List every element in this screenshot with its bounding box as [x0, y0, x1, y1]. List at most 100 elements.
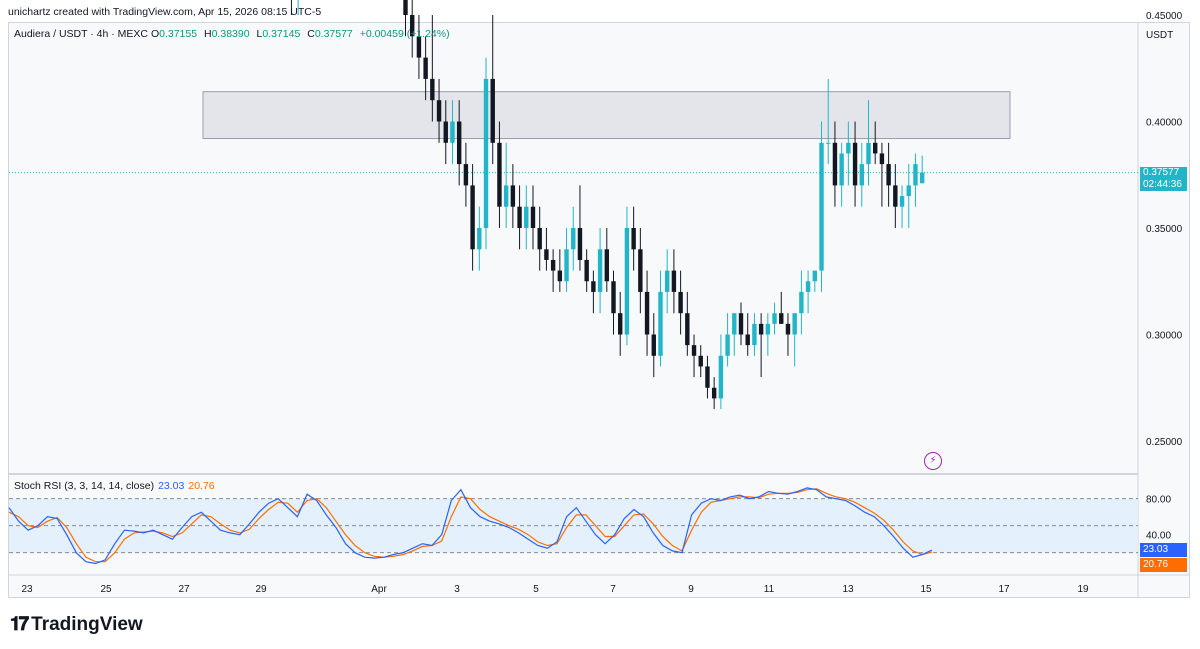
- candle-body: [416, 36, 422, 58]
- candle-body: [483, 78, 489, 229]
- price-axis[interactable]: 0.600000.550000.500000.450000.400000.350…: [1146, 0, 1183, 448]
- candlestick-series: [290, 0, 925, 410]
- time-tick-label: 27: [178, 584, 190, 595]
- candle-body: [866, 142, 871, 165]
- last-price-value: 0.37577: [1143, 166, 1180, 178]
- resistance-zone: [202, 91, 1011, 140]
- candle-body: [597, 249, 603, 292]
- candle-body: [477, 228, 482, 250]
- close-label: C: [307, 28, 315, 40]
- candle-body: [785, 323, 791, 335]
- price-tick-label: 0.30000: [1146, 331, 1183, 342]
- candle-body: [698, 355, 703, 367]
- candle-body: [651, 334, 656, 356]
- candle-body: [745, 334, 750, 346]
- candle-body: [752, 323, 757, 346]
- candle-body: [403, 0, 408, 15]
- stoch-k-value: 23.03: [158, 480, 185, 492]
- candle-body: [805, 281, 811, 292]
- time-tick-label: 15: [920, 584, 932, 595]
- header-credit: unichartz created with TradingView.com, …: [8, 6, 322, 18]
- stoch-legend[interactable]: Stoch RSI (3, 3, 14, 14, close) 23.03 20.7…: [14, 480, 215, 492]
- stoch-level-label: 40.00: [1146, 531, 1171, 542]
- candle-body: [846, 142, 851, 154]
- candle-body: [779, 313, 784, 324]
- stoch-k-line: [8, 487, 933, 565]
- stoch-levels: 80.00 40.00: [9, 495, 1171, 554]
- flash-icon[interactable]: ⚡: [924, 452, 942, 470]
- candle-body: [443, 121, 448, 143]
- tradingview-logo[interactable]: 𝟏𝟕 TradingView: [10, 614, 143, 636]
- candle-body: [423, 57, 428, 79]
- candle-body: [819, 142, 824, 271]
- last-price-tag: 0.37577 02:44:36: [1140, 166, 1187, 191]
- time-tick-label: 19: [1077, 584, 1089, 595]
- stoch-k-tag: 23.03: [1140, 542, 1187, 557]
- candle-body: [490, 78, 495, 143]
- candle-body: [664, 270, 670, 292]
- candle-body: [852, 142, 858, 186]
- stoch-d-tag: 20.76: [1140, 557, 1187, 572]
- low-value: 0.37145: [262, 28, 301, 40]
- candle-body: [591, 281, 596, 292]
- candle-body: [631, 228, 636, 250]
- candle-body: [691, 345, 697, 356]
- candle-body: [839, 153, 844, 186]
- candle-body: [618, 313, 623, 335]
- candle-body: [624, 228, 630, 335]
- symbol-name[interactable]: Audiera / USDT · 4h · MEXC: [14, 28, 149, 40]
- candle-body: [470, 185, 475, 250]
- candle-body: [410, 15, 415, 37]
- candle-body: [859, 164, 864, 186]
- candle-body: [517, 206, 522, 228]
- candle-body: [584, 259, 589, 282]
- candle-body: [826, 142, 831, 144]
- currency-label: USDT: [1146, 30, 1174, 41]
- stoch-d-value: 20.76: [188, 480, 215, 492]
- candle-body: [711, 387, 717, 399]
- time-tick-label: 5: [533, 584, 539, 595]
- countdown-value: 02:44:36: [1143, 178, 1182, 190]
- candle-body: [671, 270, 677, 292]
- candle-body: [879, 153, 885, 165]
- open-label: O: [150, 28, 160, 40]
- tradingview-logo-icon: 𝟏𝟕: [10, 614, 29, 635]
- tradingview-brand: TradingView: [31, 614, 143, 635]
- candle-body: [644, 291, 650, 335]
- candle-body: [436, 100, 442, 122]
- time-tick-label: 23: [21, 584, 33, 595]
- candle-body: [544, 249, 549, 260]
- time-axis[interactable]: 23 25 27 29 Apr 3 5 7 9 11 13 15 17 19: [21, 584, 1089, 595]
- candle-body: [456, 121, 462, 165]
- high-value: 0.38390: [211, 28, 250, 40]
- price-tick-label: 0.45000: [1146, 11, 1183, 22]
- symbol-legend[interactable]: Audiera / USDT · 4h · MEXC O0.37155 H0.3…: [14, 28, 454, 40]
- candle-body: [638, 249, 643, 292]
- stoch-lines: [8, 487, 933, 565]
- candle-body: [732, 313, 737, 335]
- candle-body: [772, 313, 777, 324]
- candle-body: [725, 334, 730, 356]
- candle-body: [503, 185, 509, 207]
- candle-body: [718, 355, 724, 399]
- candle-body: [524, 206, 529, 228]
- candle-body: [463, 164, 469, 186]
- candle-body: [557, 270, 563, 282]
- price-tick-label: 0.40000: [1146, 118, 1183, 129]
- candle-body: [832, 142, 838, 186]
- change-value: +0.00459 (+1.24%): [359, 28, 450, 40]
- candle-body: [611, 281, 616, 314]
- candle-body: [537, 228, 542, 250]
- candle-body: [530, 206, 536, 228]
- high-label: H: [204, 28, 212, 40]
- stoch-k-tag-value: 23.03: [1143, 543, 1169, 555]
- time-tick-label: Apr: [371, 584, 387, 595]
- low-label: L: [256, 28, 263, 40]
- candle-body: [550, 259, 556, 271]
- open-value: 0.37155: [159, 28, 198, 40]
- candle-body: [577, 228, 583, 260]
- time-tick-label: 25: [100, 584, 112, 595]
- time-tick-label: 9: [688, 584, 694, 595]
- stoch-label[interactable]: Stoch RSI (3, 3, 14, 14, close): [14, 480, 155, 492]
